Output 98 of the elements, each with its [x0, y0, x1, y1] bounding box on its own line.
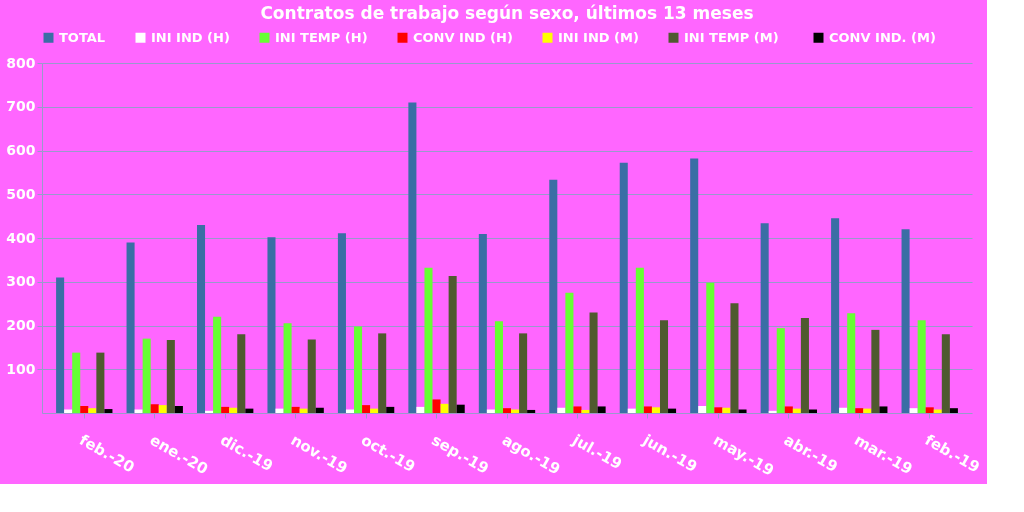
bar — [706, 282, 715, 413]
bar — [362, 405, 371, 413]
bar — [627, 408, 636, 413]
legend-label: INI TEMP (M) — [684, 29, 779, 45]
bar — [855, 408, 864, 413]
bar — [901, 229, 910, 413]
bar — [96, 352, 105, 413]
bar — [299, 408, 308, 413]
bar — [635, 267, 644, 413]
bar — [565, 292, 574, 413]
y-tick-label: 600 — [6, 142, 36, 158]
bar — [698, 406, 707, 413]
bar — [871, 329, 880, 413]
bar — [424, 267, 433, 413]
bar — [56, 277, 65, 413]
y-tick-label: 200 — [6, 317, 36, 333]
bar — [494, 321, 503, 413]
bar — [378, 333, 387, 413]
bar — [519, 333, 528, 413]
bar — [557, 407, 566, 413]
chart-title: Contratos de trabajo según sexo, últimos 13 meses — [260, 3, 754, 23]
bar — [597, 406, 606, 413]
bar — [527, 409, 536, 413]
bar — [416, 406, 425, 413]
legend-label: CONV IND (H) — [413, 29, 513, 45]
bar — [917, 320, 926, 413]
bar — [800, 318, 809, 413]
legend-label: INI IND (H) — [151, 29, 230, 45]
bar — [150, 404, 159, 413]
bar — [237, 334, 246, 413]
bar — [690, 158, 699, 413]
bar — [738, 409, 747, 413]
bar — [847, 313, 856, 413]
bar — [245, 408, 254, 413]
bar — [275, 408, 284, 413]
bar — [291, 406, 300, 413]
bar — [213, 316, 222, 413]
bar — [72, 352, 81, 413]
bar — [839, 407, 848, 413]
bar — [659, 320, 669, 413]
bar — [307, 339, 316, 413]
y-tick-label: 500 — [6, 185, 36, 202]
bar — [354, 326, 363, 413]
y-tick-label: 400 — [6, 229, 36, 246]
bar — [432, 399, 441, 413]
legend-label: INI IND (M) — [558, 29, 639, 45]
bar — [589, 312, 598, 413]
bar — [941, 334, 950, 413]
bar — [88, 408, 97, 413]
bar — [573, 406, 582, 413]
bar — [643, 406, 652, 413]
bar — [126, 242, 135, 413]
bar — [283, 323, 292, 413]
bar — [440, 403, 449, 413]
bar — [714, 407, 723, 413]
bar — [502, 408, 512, 413]
legend-label: INI TEMP (H) — [275, 29, 368, 45]
legend-label: CONV IND. (M) — [829, 29, 936, 45]
bar — [863, 408, 872, 413]
bar — [315, 407, 324, 413]
bar — [370, 408, 379, 413]
bar — [949, 408, 958, 413]
bar — [197, 224, 206, 413]
bar — [142, 338, 151, 413]
bar — [722, 407, 731, 413]
bar — [158, 405, 167, 413]
bar — [408, 102, 417, 413]
bar — [80, 406, 89, 413]
bar — [581, 409, 590, 413]
bar — [784, 406, 793, 413]
bar — [221, 406, 230, 413]
bar — [760, 223, 769, 413]
bar — [549, 179, 558, 413]
bar — [730, 303, 739, 413]
bar — [448, 276, 457, 413]
y-tick-label: 700 — [6, 98, 36, 115]
bar — [104, 409, 113, 413]
bar — [776, 328, 785, 413]
bar — [174, 406, 183, 413]
bar — [166, 339, 175, 413]
bar — [267, 237, 276, 413]
bar — [909, 408, 918, 413]
bar — [456, 404, 465, 413]
bar — [386, 406, 395, 413]
bar — [619, 162, 628, 413]
y-tick-label: 300 — [6, 273, 36, 290]
bar — [337, 233, 346, 413]
y-tick-label: 100 — [6, 360, 36, 377]
bar — [879, 406, 888, 413]
bar — [668, 408, 677, 413]
y-tick-label: 800 — [6, 54, 36, 71]
bar — [651, 407, 660, 413]
bar — [478, 234, 487, 413]
legend-label: TOTAL — [59, 29, 106, 45]
bar — [792, 408, 801, 413]
bar — [831, 218, 840, 413]
bar — [925, 407, 934, 413]
bar — [229, 407, 238, 413]
